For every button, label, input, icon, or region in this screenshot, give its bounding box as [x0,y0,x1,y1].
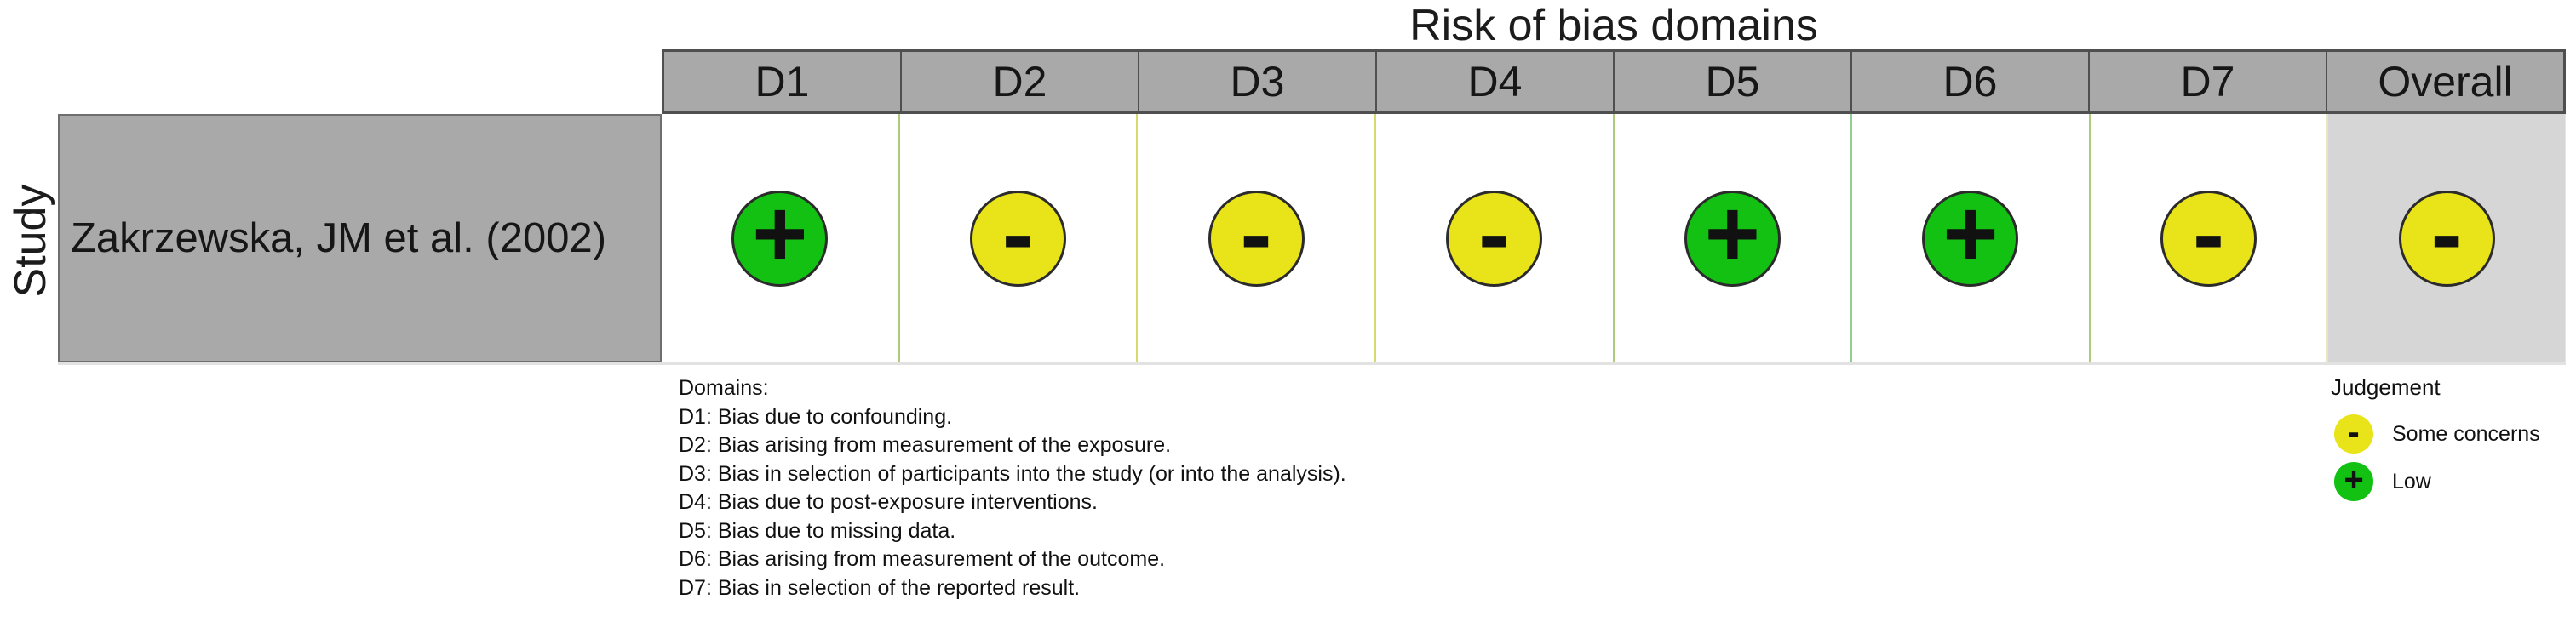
minus-icon: - [2348,414,2360,451]
judgement-circle-some-concerns: - [2160,186,2258,287]
minus-icon: - [2192,180,2225,287]
minus-icon: - [1478,180,1511,287]
some-concerns-circle-icon: - [2334,414,2373,454]
y-axis-label-study: Study [6,184,55,298]
study-name-cell: Zakrzewska, JM et al. (2002) [58,114,662,362]
header-cell-d7: D7 [2088,52,2326,111]
legend-title: Judgement [2331,374,2441,400]
header-cell-d6: D6 [1850,52,2088,111]
domain-note-line-d7: D7: Bias in selection of the reported re… [679,575,1081,600]
judgement-circle-low: + [1684,186,1781,287]
legend-item-low: + Low [2331,462,2540,501]
legend-item-some-concerns: - Some concerns [2331,414,2540,454]
header-cell-d4: D4 [1375,52,1613,111]
judgement-cell-d2: - [898,114,1137,362]
domains-note-heading: Domains: [679,376,769,400]
judgement-circle-low: + [731,186,829,287]
judgement-cell-d7: - [2088,114,2327,362]
judgement-cell-d6: + [1850,114,2089,362]
plus-icon: + [752,180,808,287]
minus-icon: - [1001,180,1035,287]
plus-icon: + [1942,180,1999,287]
domain-note-line-d6: D6: Bias arising from measurement of the… [679,547,1166,571]
domain-note-line-d2: D2: Bias arising from measurement of the… [679,433,1172,457]
minus-icon: - [2430,180,2463,287]
plot-title: Risk of bias domains [1409,1,1818,50]
domains-note: Domains: D1: Bias due to confounding. D2… [679,374,1346,602]
judgement-circle-some-concerns: - [969,186,1066,287]
judgement-circle-low: + [1922,186,2019,287]
domain-note-line-d5: D5: Bias due to missing data. [679,518,956,543]
low-circle-icon: + [2334,462,2373,501]
judgement-cell-d5: + [1612,114,1851,362]
plus-icon: + [2344,461,2364,499]
legend-label-low: Low [2392,469,2431,494]
legend-label-some-concerns: Some concerns [2392,421,2540,446]
domain-header-row: D1 D2 D3 D4 D5 D6 D7 Overall [662,49,2566,114]
header-cell-d5: D5 [1613,52,1850,111]
header-cell-d2: D2 [900,52,1138,111]
judgement-circle-some-concerns: - [1446,186,1543,287]
plus-icon: + [1704,180,1761,287]
minus-icon: - [1240,180,1272,287]
study-row: Zakrzewska, JM et al. (2002) + - - - + [58,114,2566,365]
judgement-legend: Judgement - Some concerns + Low [2331,374,2540,510]
header-cell-d3: D3 [1138,52,1375,111]
judgement-cell-d3: - [1136,114,1374,362]
judgement-cell-overall: - [2326,114,2566,362]
judgement-circle-some-concerns: - [1208,186,1305,287]
domain-note-line-d4: D4: Bias due to post-exposure interventi… [679,490,1098,514]
judgement-cell-d1: + [662,114,898,362]
domain-note-line-d3: D3: Bias in selection of participants in… [679,461,1346,486]
judgement-cell-d4: - [1374,114,1613,362]
judgement-circle-some-concerns: - [2398,186,2495,287]
domain-note-line-d1: D1: Bias due to confounding. [679,404,953,429]
header-cell-d1: D1 [754,58,810,106]
header-cell-overall: Overall [2326,52,2563,111]
